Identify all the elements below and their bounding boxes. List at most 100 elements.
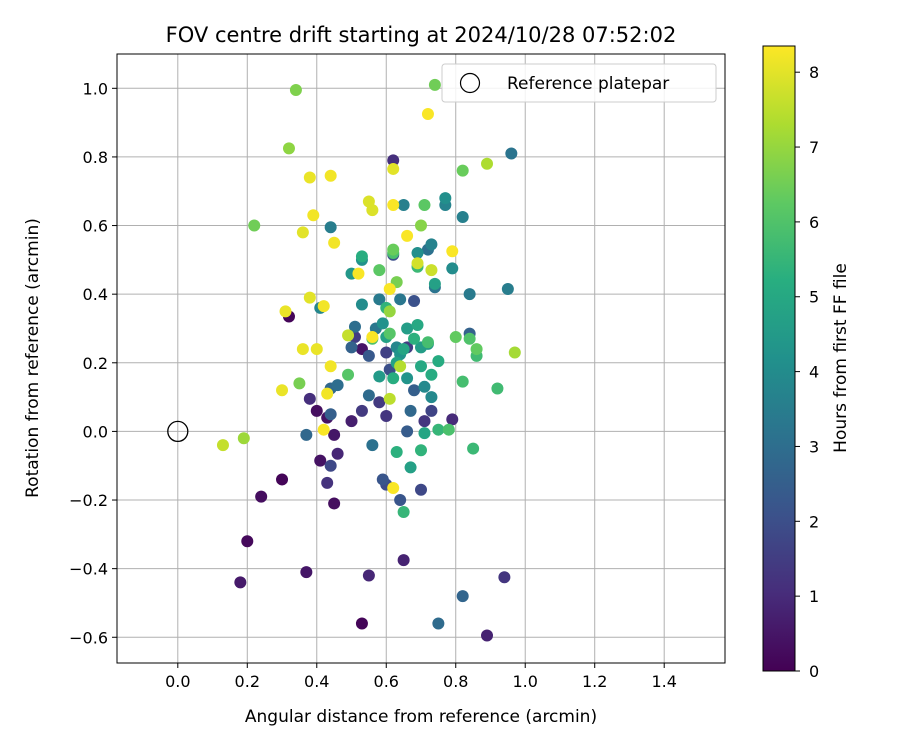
- data-point: [397, 554, 410, 567]
- data-point: [317, 423, 330, 436]
- data-point: [362, 569, 375, 582]
- data-point: [418, 380, 431, 393]
- reference-platepar-point: [167, 420, 189, 443]
- colorbar-tick-label: 1: [809, 587, 819, 606]
- data-point: [418, 415, 431, 428]
- data-point: [387, 154, 400, 167]
- y-tick-label: −0.2: [69, 491, 108, 510]
- colorbar-ticks: 0 1 2 3 4 5 6 7 8: [795, 63, 819, 681]
- data-point: [439, 192, 452, 205]
- data-point: [310, 343, 323, 356]
- data-point: [467, 442, 480, 455]
- data-point: [383, 327, 396, 340]
- y-tick-label: 1.0: [83, 79, 108, 98]
- legend-box: [441, 63, 717, 103]
- data-point: [328, 428, 341, 441]
- data-point: [255, 490, 268, 503]
- data-point: [408, 295, 421, 308]
- data-point: [342, 368, 355, 381]
- data-point: [505, 147, 518, 160]
- data-point: [276, 384, 289, 397]
- data-point: [373, 264, 386, 277]
- colorbar-tick-label: 3: [809, 437, 819, 456]
- data-point: [491, 382, 504, 395]
- data-point: [324, 360, 337, 373]
- x-tick-label: 0.0: [165, 672, 190, 691]
- colorbar-tick-label: 4: [809, 363, 819, 382]
- data-point: [470, 343, 483, 356]
- data-point: [324, 459, 337, 472]
- data-point: [408, 384, 421, 397]
- colorbar-tick-label: 2: [809, 512, 819, 531]
- data-point: [456, 164, 469, 177]
- data-point: [404, 461, 417, 474]
- data-point: [279, 305, 292, 318]
- data-point: [456, 590, 469, 603]
- y-axis-label: Rotation from reference (arcmin): [23, 218, 43, 498]
- data-point: [397, 506, 410, 519]
- data-point: [390, 445, 403, 458]
- data-point: [289, 84, 302, 97]
- data-point: [276, 473, 289, 486]
- data-point: [411, 257, 424, 270]
- data-point: [394, 360, 407, 373]
- reference-marker: [167, 420, 189, 443]
- data-point: [324, 169, 337, 182]
- y-tick-label: 0.6: [83, 217, 108, 236]
- data-point: [296, 343, 309, 356]
- data-point: [324, 408, 337, 421]
- data-point: [331, 447, 344, 460]
- colorbar-tick-label: 6: [809, 213, 819, 232]
- data-point: [449, 331, 462, 344]
- data-point: [415, 360, 427, 373]
- data-point: [373, 370, 386, 383]
- data-point: [324, 221, 337, 234]
- data-point: [241, 535, 254, 548]
- data-point: [348, 320, 361, 333]
- data-point: [310, 404, 323, 417]
- data-point: [404, 404, 417, 417]
- plot-frame: [116, 53, 726, 664]
- legend-entry: Reference platepar: [507, 74, 669, 94]
- data-point: [428, 277, 441, 290]
- data-point: [463, 288, 476, 301]
- data-point: [425, 264, 438, 277]
- data-point: [401, 229, 414, 242]
- data-point: [401, 322, 414, 335]
- data-point: [321, 476, 334, 489]
- colorbar-tick-label: 0: [809, 662, 819, 681]
- data-point: [418, 427, 431, 440]
- data-point: [411, 319, 424, 332]
- data-point: [397, 343, 410, 356]
- data-point: [397, 198, 410, 211]
- data-point: [355, 250, 368, 263]
- data-point: [383, 305, 396, 318]
- y-tick-label: 0.4: [83, 285, 108, 304]
- data-point: [425, 238, 438, 251]
- data-point: [418, 198, 431, 211]
- data-point: [394, 293, 407, 306]
- data-point: [362, 389, 375, 402]
- data-point: [342, 329, 355, 342]
- data-point: [425, 404, 438, 417]
- data-point: [425, 391, 438, 404]
- x-axis-label: Angular distance from reference (arcmin): [245, 707, 597, 727]
- data-point: [282, 142, 295, 155]
- data-points: [216, 78, 521, 642]
- data-point: [216, 439, 229, 452]
- x-tick-label: 0.8: [443, 672, 468, 691]
- y-tick-label: −0.4: [69, 560, 108, 579]
- data-point: [303, 392, 316, 405]
- data-point: [328, 497, 341, 510]
- colorbar-tick-label: 5: [809, 288, 819, 307]
- data-point: [432, 423, 445, 436]
- data-point: [481, 157, 494, 170]
- x-tick-label: 1.2: [582, 672, 607, 691]
- data-point: [373, 293, 386, 306]
- colorbar: 0 1 2 3 4 5 6 7 8 Hours from first FF file: [762, 45, 851, 681]
- data-point: [366, 439, 379, 452]
- data-point: [373, 396, 386, 409]
- data-point: [446, 245, 459, 258]
- data-point: [300, 566, 313, 579]
- data-point: [366, 331, 379, 344]
